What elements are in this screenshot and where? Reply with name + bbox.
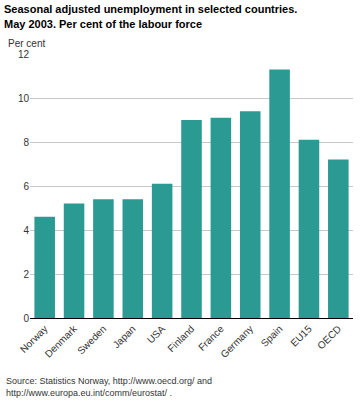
svg-text:0: 0 bbox=[23, 313, 29, 324]
svg-text:France: France bbox=[196, 323, 226, 353]
svg-text:OECD: OECD bbox=[315, 323, 343, 351]
svg-text:Per cent: Per cent bbox=[8, 38, 45, 49]
svg-text:Sweden: Sweden bbox=[75, 323, 108, 356]
svg-text:Norway: Norway bbox=[18, 323, 50, 355]
svg-text:Japan: Japan bbox=[111, 323, 138, 350]
svg-text:12: 12 bbox=[18, 49, 30, 60]
svg-text:EU15: EU15 bbox=[288, 323, 314, 349]
svg-text:USA: USA bbox=[145, 323, 168, 346]
svg-text:4: 4 bbox=[23, 225, 29, 236]
svg-text:6: 6 bbox=[23, 181, 29, 192]
svg-text:8: 8 bbox=[23, 137, 29, 148]
svg-text:2: 2 bbox=[23, 269, 29, 280]
svg-text:10: 10 bbox=[18, 93, 30, 104]
svg-text:Germany: Germany bbox=[218, 323, 255, 360]
svg-text:Finland: Finland bbox=[165, 323, 196, 354]
svg-text:Denmark: Denmark bbox=[43, 322, 80, 359]
svg-text:Seasonal adjusted unemployment: Seasonal adjusted unemployment in select… bbox=[4, 3, 297, 29]
svg-text:Source: Statistics Norway, htt: Source: Statistics Norway, http://www.oe… bbox=[6, 376, 212, 398]
svg-text:Spain: Spain bbox=[259, 323, 285, 349]
